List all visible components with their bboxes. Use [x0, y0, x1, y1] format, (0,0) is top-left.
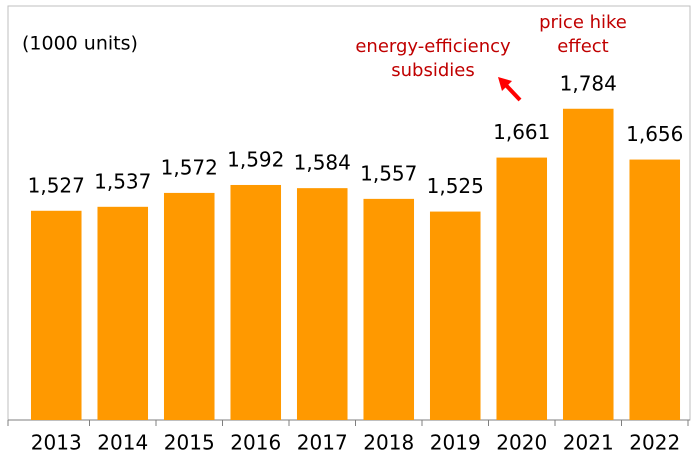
data-label: 1,527	[28, 173, 85, 197]
data-label: 1,525	[427, 174, 484, 198]
bar	[230, 184, 282, 420]
bar	[97, 206, 149, 420]
x-tick-label: 2022	[629, 431, 680, 455]
annotation: subsidies	[391, 60, 474, 81]
x-tick-label: 2015	[164, 431, 215, 455]
data-label: 1,592	[227, 147, 284, 171]
data-label: 1,661	[493, 120, 550, 144]
bar	[30, 210, 82, 420]
bar	[496, 157, 548, 420]
data-label: 1,557	[360, 161, 417, 185]
data-label: 1,537	[94, 169, 151, 193]
data-label: 1,572	[161, 155, 218, 179]
data-label: 1,656	[626, 122, 683, 146]
x-tick-label: 2016	[230, 431, 281, 455]
x-tick-label: 2019	[430, 431, 481, 455]
x-tick-label: 2018	[363, 431, 414, 455]
data-label: 1,584	[294, 151, 351, 175]
x-tick-label: 2013	[31, 431, 82, 455]
annotation: effect	[557, 36, 609, 57]
x-tick-label: 2017	[297, 431, 348, 455]
annotation-arrowhead	[498, 77, 512, 91]
x-tick-label: 2020	[496, 431, 547, 455]
annotation: price hike	[539, 12, 627, 33]
annotation: energy-efficiency	[355, 36, 511, 57]
unit-label: (1000 units)	[22, 33, 138, 55]
data-label: 1,784	[560, 71, 617, 95]
bar	[363, 198, 415, 420]
bar	[296, 188, 348, 420]
bar	[163, 192, 215, 420]
bar	[429, 211, 481, 420]
x-tick-label: 2014	[97, 431, 148, 455]
bar	[629, 159, 681, 420]
bar	[562, 108, 614, 420]
x-tick-label: 2021	[563, 431, 614, 455]
